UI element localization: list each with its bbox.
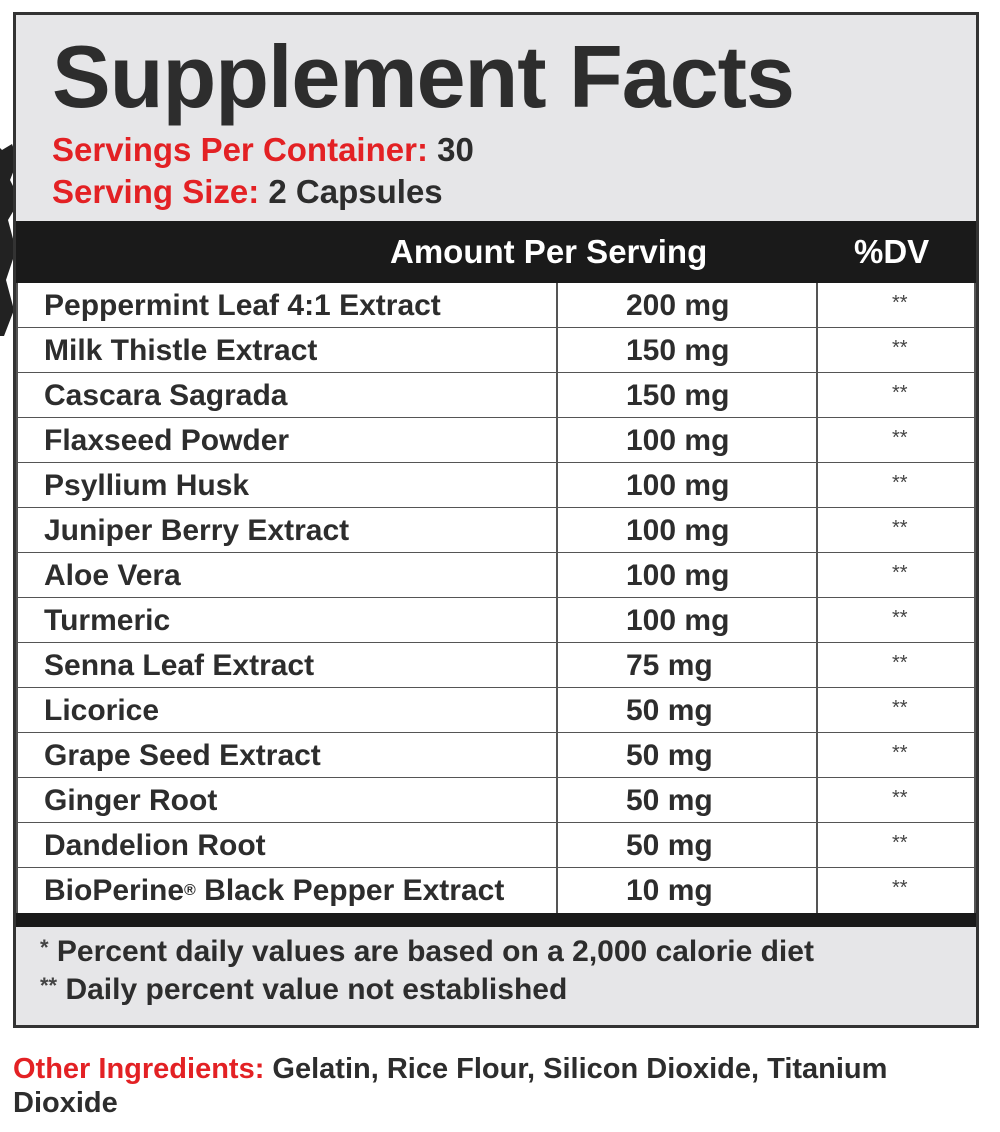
footnote-not-established: ** Daily percent value not established	[40, 975, 567, 1005]
table-row: Aloe Vera 100 mg **	[18, 553, 974, 598]
servings-per-container: Servings Per Container: 30	[52, 133, 474, 166]
ingredients-table: Peppermint Leaf 4:1 Extract 200 mg ** Milk…	[16, 283, 976, 913]
ingredient-amount: 100 mg	[626, 604, 730, 637]
table-row: Juniper Berry Extract 100 mg **	[18, 508, 974, 553]
ingredient-amount: 100 mg	[626, 514, 730, 547]
ingredient-dv: **	[892, 742, 908, 764]
ingredient-dv: **	[892, 787, 908, 809]
table-row: Psyllium Husk 100 mg **	[18, 463, 974, 508]
ingredient-amount: 100 mg	[626, 424, 730, 457]
serving-size-label: Serving Size:	[52, 173, 260, 210]
ingredient-name-rest: Black Pepper Extract	[195, 874, 505, 907]
ingredient-dv: **	[892, 877, 908, 899]
table-row: BioPerine® Black Pepper Extract 10 mg **	[18, 868, 974, 913]
ingredient-name: Licorice	[44, 694, 160, 727]
ingredient-name: Cascara Sagrada	[44, 379, 288, 412]
footnote-text: Daily percent value not established	[57, 973, 568, 1006]
ingredient-amount: 150 mg	[626, 334, 730, 367]
table-row: Grape Seed Extract 50 mg **	[18, 733, 974, 778]
table-row: Senna Leaf Extract 75 mg **	[18, 643, 974, 688]
ingredient-dv: **	[892, 562, 908, 584]
ingredient-dv: **	[892, 337, 908, 359]
ingredient-name: Flaxseed Powder	[44, 424, 290, 457]
ingredient-name: Milk Thistle Extract	[44, 334, 318, 367]
registered-mark: ®	[184, 882, 196, 899]
table-header: Amount Per Serving %DV	[16, 221, 976, 283]
ingredient-amount: 50 mg	[626, 694, 713, 727]
ingredient-name: Aloe Vera	[44, 559, 181, 592]
ingredient-name: Senna Leaf Extract	[44, 649, 315, 682]
table-bottom-bar	[16, 913, 976, 927]
ingredient-amount: 150 mg	[626, 379, 730, 412]
table-row: Flaxseed Powder 100 mg **	[18, 418, 974, 463]
footnote-text: Percent daily values are based on a 2,00…	[48, 935, 814, 968]
servings-per-container-label: Servings Per Container:	[52, 131, 428, 168]
page-title: Supplement Facts	[52, 27, 795, 126]
column-divider	[556, 283, 558, 913]
table-row: Ginger Root 50 mg **	[18, 778, 974, 823]
ingredient-amount: 50 mg	[626, 739, 713, 772]
column-divider	[816, 283, 818, 913]
table-row: Cascara Sagrada 150 mg **	[18, 373, 974, 418]
other-ingredients-label: Other Ingredients:	[13, 1053, 265, 1085]
ingredient-amount: 100 mg	[626, 469, 730, 502]
ingredient-amount: 10 mg	[626, 874, 713, 907]
ingredient-name: Grape Seed Extract	[44, 739, 321, 772]
ingredient-name: Turmeric	[44, 604, 171, 637]
other-ingredients-value: Gelatin, Rice Flour, Silicon Dioxide, Ti…	[13, 1053, 888, 1119]
table-row: Peppermint Leaf 4:1 Extract 200 mg **	[18, 283, 974, 328]
supplement-facts-panel: Supplement Facts Servings Per Container:…	[13, 12, 979, 1028]
ingredient-name: Psyllium Husk	[44, 469, 250, 502]
table-row: Milk Thistle Extract 150 mg **	[18, 328, 974, 373]
ingredient-dv: **	[892, 292, 908, 314]
ingredient-dv: **	[892, 652, 908, 674]
ingredient-dv: **	[892, 472, 908, 494]
ingredient-name: Peppermint Leaf 4:1 Extract	[44, 289, 441, 322]
table-row: Dandelion Root 50 mg **	[18, 823, 974, 868]
other-ingredients: Other Ingredients: Gelatin, Rice Flour, …	[13, 1052, 913, 1120]
header-dv: %DV	[854, 233, 930, 270]
ingredient-amount: 100 mg	[626, 559, 730, 592]
header-amount-per-serving: Amount Per Serving	[390, 233, 708, 270]
ingredient-name: Juniper Berry Extract	[44, 514, 350, 547]
ingredient-dv: **	[892, 832, 908, 854]
ingredient-amount: 50 mg	[626, 784, 713, 817]
ingredient-dv: **	[892, 697, 908, 719]
ingredient-name-main: BioPerine	[44, 874, 185, 907]
ingredient-amount: 200 mg	[626, 289, 730, 322]
ingredient-dv: **	[892, 517, 908, 539]
table-row: Licorice 50 mg **	[18, 688, 974, 733]
ingredient-name: Ginger Root	[44, 784, 218, 817]
servings-per-container-value: 30	[437, 131, 474, 168]
serving-size-value: 2 Capsules	[268, 173, 443, 210]
serving-size: Serving Size: 2 Capsules	[52, 175, 443, 208]
ingredient-name: Dandelion Root	[44, 829, 266, 862]
ingredient-amount: 75 mg	[626, 649, 713, 682]
footnote-percent-daily: * Percent daily values are based on a 2,…	[40, 937, 814, 967]
footnote-mark: *	[40, 935, 49, 960]
footnote-mark: **	[40, 973, 58, 998]
ingredient-dv: **	[892, 382, 908, 404]
table-row: Turmeric 100 mg **	[18, 598, 974, 643]
ingredient-amount: 50 mg	[626, 829, 713, 862]
ingredient-name: BioPerine® Black Pepper Extract	[44, 868, 504, 913]
ingredient-dv: **	[892, 607, 908, 629]
ingredient-dv: **	[892, 427, 908, 449]
